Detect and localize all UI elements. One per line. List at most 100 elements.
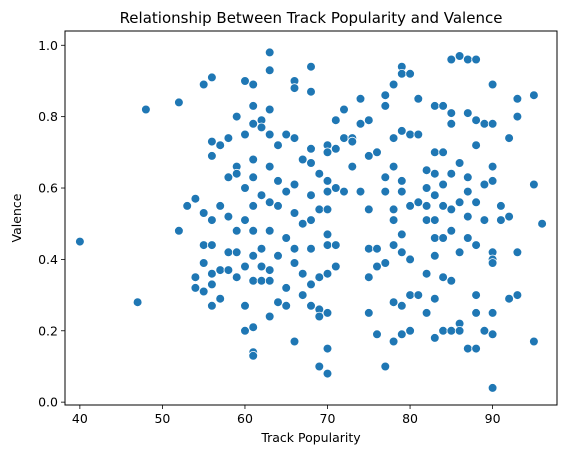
data-point <box>264 129 275 140</box>
data-point <box>421 215 432 225</box>
data-point <box>281 129 292 140</box>
data-point <box>297 154 308 165</box>
data-point <box>256 261 267 272</box>
data-point <box>248 172 259 183</box>
data-point <box>396 300 407 311</box>
data-point <box>289 179 300 190</box>
data-point <box>190 283 201 293</box>
data-point <box>405 325 415 336</box>
x-axis-ticks: 40 50 60 70 80 90 <box>72 405 501 426</box>
data-point <box>240 183 250 193</box>
data-point <box>512 247 523 258</box>
data-point <box>223 247 234 258</box>
data-point <box>264 197 275 208</box>
data-point <box>322 186 333 197</box>
data-point <box>339 133 349 143</box>
data-point <box>281 300 292 311</box>
data-point <box>322 343 333 354</box>
data-point <box>264 275 275 286</box>
data-point <box>289 133 300 143</box>
data-point <box>462 343 473 354</box>
data-point <box>380 361 391 372</box>
data-point <box>496 201 506 211</box>
data-point <box>529 90 539 100</box>
data-point <box>248 201 259 211</box>
data-point <box>396 229 407 240</box>
data-point <box>479 179 490 190</box>
data-point <box>297 290 308 300</box>
data-point <box>306 279 316 290</box>
data-point <box>396 186 407 197</box>
data-point <box>380 172 391 183</box>
data-point <box>413 129 424 140</box>
data-point <box>372 261 382 272</box>
data-point <box>372 147 382 158</box>
data-point <box>223 211 234 222</box>
data-point <box>256 122 267 133</box>
x-tick-label: 40 <box>72 411 88 426</box>
data-point <box>504 211 514 222</box>
data-point <box>421 183 432 193</box>
data-point <box>330 183 341 193</box>
data-point <box>182 201 193 211</box>
data-point <box>174 97 184 108</box>
data-point <box>405 254 415 265</box>
data-point <box>446 226 457 236</box>
data-point <box>215 265 226 275</box>
data-point <box>207 72 217 83</box>
data-point <box>396 247 407 258</box>
data-point <box>405 129 415 140</box>
data-point <box>372 329 382 340</box>
data-point <box>512 290 523 300</box>
data-point <box>264 161 275 172</box>
data-point <box>487 308 498 318</box>
data-point <box>248 322 259 333</box>
data-point <box>273 297 283 308</box>
data-point <box>429 293 440 304</box>
y-tick-label: 1.0 <box>38 38 58 53</box>
data-point <box>429 251 440 261</box>
data-point <box>207 215 217 225</box>
data-point <box>438 101 448 111</box>
x-tick-label: 50 <box>154 411 170 426</box>
data-point <box>306 215 316 225</box>
data-point <box>264 265 275 275</box>
data-point <box>438 201 448 211</box>
data-point <box>454 197 465 208</box>
data-point <box>421 268 432 279</box>
data-point <box>396 69 407 79</box>
data-points <box>75 47 547 393</box>
data-point <box>174 226 184 236</box>
y-tick-label: 0.2 <box>38 323 58 338</box>
data-point <box>240 129 250 140</box>
data-point <box>231 111 242 122</box>
data-point <box>132 297 143 308</box>
data-point <box>314 311 325 322</box>
data-point <box>198 286 209 297</box>
data-point <box>248 251 259 261</box>
data-point <box>240 261 250 272</box>
data-point <box>429 190 440 201</box>
data-point <box>438 233 448 243</box>
data-point <box>207 279 217 290</box>
data-point <box>487 119 498 129</box>
data-point <box>405 201 415 211</box>
data-point <box>314 272 325 283</box>
data-point <box>322 176 333 186</box>
data-point <box>264 65 275 76</box>
data-point <box>141 104 151 115</box>
data-point <box>446 204 457 215</box>
data-point <box>322 229 333 240</box>
data-point <box>207 268 217 279</box>
data-point <box>454 51 465 61</box>
data-point <box>429 333 440 343</box>
data-point <box>396 176 407 186</box>
data-point <box>421 201 432 211</box>
data-point <box>363 204 374 215</box>
data-point <box>388 204 399 215</box>
data-point <box>281 233 292 243</box>
data-point <box>438 147 448 158</box>
data-point <box>454 325 465 336</box>
data-point <box>207 136 217 147</box>
